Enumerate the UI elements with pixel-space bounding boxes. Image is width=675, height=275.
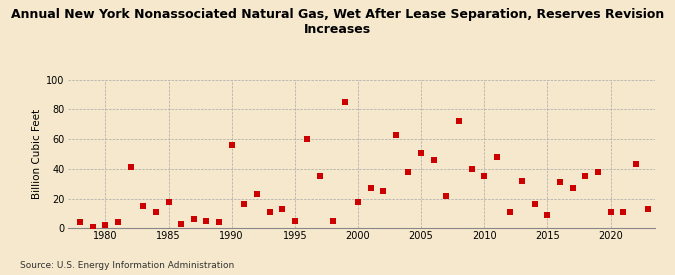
Point <box>138 204 148 208</box>
Point <box>643 207 654 211</box>
Point <box>454 119 464 123</box>
Point <box>290 219 300 223</box>
Point <box>378 189 389 193</box>
Point <box>239 202 250 207</box>
Point <box>226 143 237 147</box>
Point <box>100 223 111 227</box>
Point <box>517 178 528 183</box>
Text: Annual New York Nonassociated Natural Gas, Wet After Lease Separation, Reserves : Annual New York Nonassociated Natural Ga… <box>11 8 664 36</box>
Point <box>264 210 275 214</box>
Point <box>441 193 452 198</box>
Point <box>176 222 186 226</box>
Point <box>365 186 376 190</box>
Point <box>630 162 641 167</box>
Point <box>113 220 124 224</box>
Point <box>252 192 263 196</box>
Point <box>429 158 439 162</box>
Point <box>340 100 351 104</box>
Point <box>491 155 502 159</box>
Point <box>504 210 515 214</box>
Point <box>580 174 591 178</box>
Point <box>605 210 616 214</box>
Point <box>416 150 427 155</box>
Point <box>542 213 553 217</box>
Point <box>126 165 136 170</box>
Text: Source: U.S. Energy Information Administration: Source: U.S. Energy Information Administ… <box>20 260 234 270</box>
Point <box>315 174 325 178</box>
Point <box>302 137 313 141</box>
Point <box>352 199 363 204</box>
Point <box>593 170 603 174</box>
Point <box>466 167 477 171</box>
Point <box>390 133 401 137</box>
Point <box>277 207 288 211</box>
Point <box>327 219 338 223</box>
Point <box>567 186 578 190</box>
Point <box>151 210 161 214</box>
Point <box>188 217 199 222</box>
Point <box>163 199 174 204</box>
Point <box>201 219 212 223</box>
Point <box>87 225 98 229</box>
Point <box>618 210 628 214</box>
Point <box>555 180 566 185</box>
Point <box>479 174 489 178</box>
Y-axis label: Billion Cubic Feet: Billion Cubic Feet <box>32 109 42 199</box>
Point <box>403 170 414 174</box>
Point <box>214 220 225 224</box>
Point <box>529 202 540 207</box>
Point <box>75 220 86 224</box>
